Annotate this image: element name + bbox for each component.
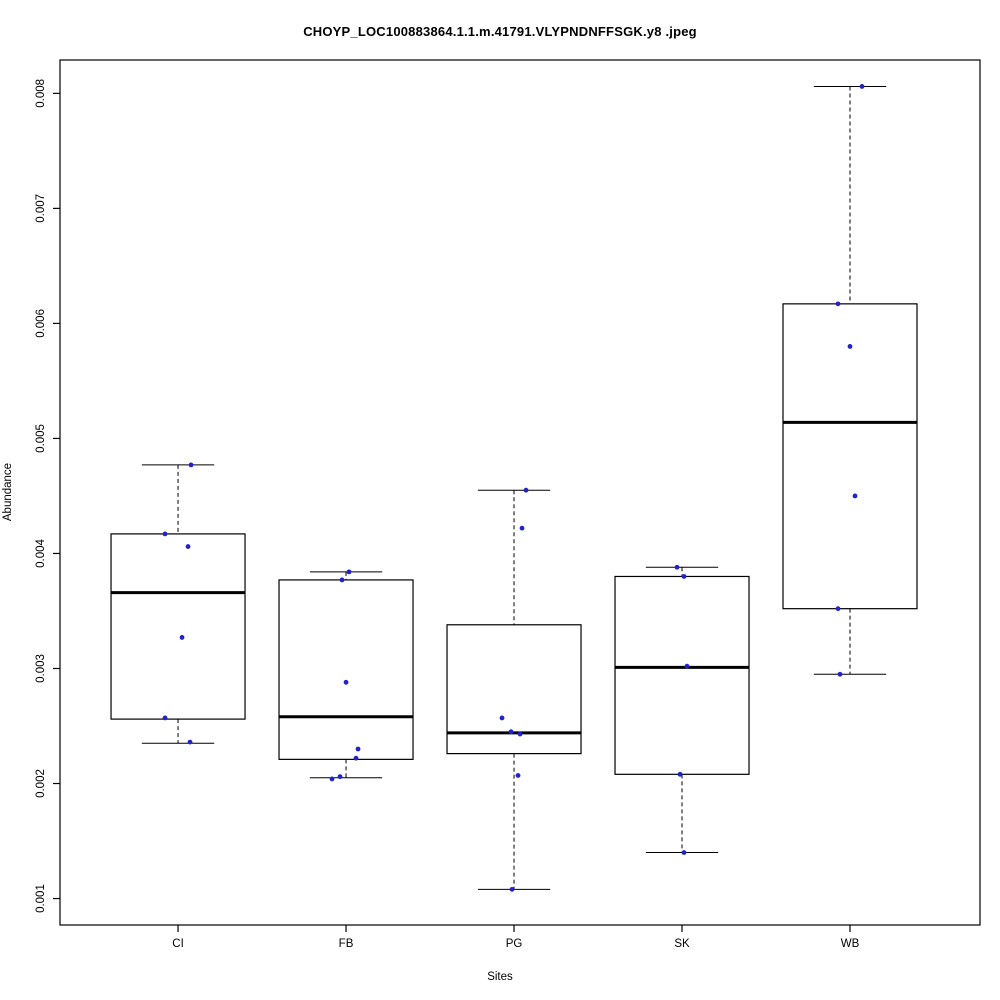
y-tick-label: 0.001 <box>35 884 47 913</box>
plot-border <box>59 59 981 926</box>
data-point <box>353 755 359 761</box>
data-point <box>681 574 687 579</box>
x-tick-label: WB <box>841 938 860 950</box>
iqr-box <box>110 533 246 720</box>
data-point <box>339 577 345 583</box>
data-point <box>508 729 514 735</box>
data-point <box>837 671 843 677</box>
data-point <box>329 776 335 782</box>
iqr-box <box>782 303 918 610</box>
data-point <box>684 663 690 669</box>
data-point <box>355 746 361 752</box>
x-tick-label: SK <box>674 938 690 950</box>
y-tick-label: 0.004 <box>35 538 47 567</box>
data-point <box>343 679 349 685</box>
data-point <box>179 635 185 640</box>
data-point <box>346 569 352 575</box>
data-point <box>162 531 168 537</box>
data-point <box>852 493 858 499</box>
data-point <box>499 715 505 721</box>
x-tick-label: PG <box>506 938 523 950</box>
x-tick-label: FB <box>339 938 354 950</box>
data-point <box>835 606 841 612</box>
data-point <box>519 525 525 531</box>
data-point <box>515 773 521 778</box>
data-point <box>859 84 865 89</box>
chart-title: CHOYP_LOC100883864.1.1.m.41791.VLYPNDNFF… <box>303 24 697 39</box>
data-point <box>681 850 687 855</box>
y-tick-label: 0.007 <box>35 194 47 223</box>
data-point <box>523 487 529 493</box>
iqr-box <box>278 579 414 760</box>
data-point <box>677 771 683 777</box>
data-point <box>847 344 853 349</box>
data-point <box>188 462 194 468</box>
y-tick-label: 0.006 <box>35 309 47 338</box>
data-point <box>517 731 523 737</box>
x-tick-label: CI <box>172 938 184 950</box>
data-point <box>835 301 841 307</box>
y-tick-label: 0.008 <box>35 79 47 108</box>
data-point <box>162 715 168 721</box>
data-point <box>337 774 343 780</box>
data-point <box>509 886 515 892</box>
x-axis-label: Sites <box>487 971 513 983</box>
data-point <box>674 564 680 570</box>
data-point <box>185 544 191 549</box>
iqr-box <box>614 575 750 775</box>
y-tick-label: 0.003 <box>35 654 47 683</box>
y-tick-label: 0.005 <box>35 424 47 453</box>
data-point <box>187 739 193 745</box>
y-tick-label: 0.002 <box>35 769 47 798</box>
